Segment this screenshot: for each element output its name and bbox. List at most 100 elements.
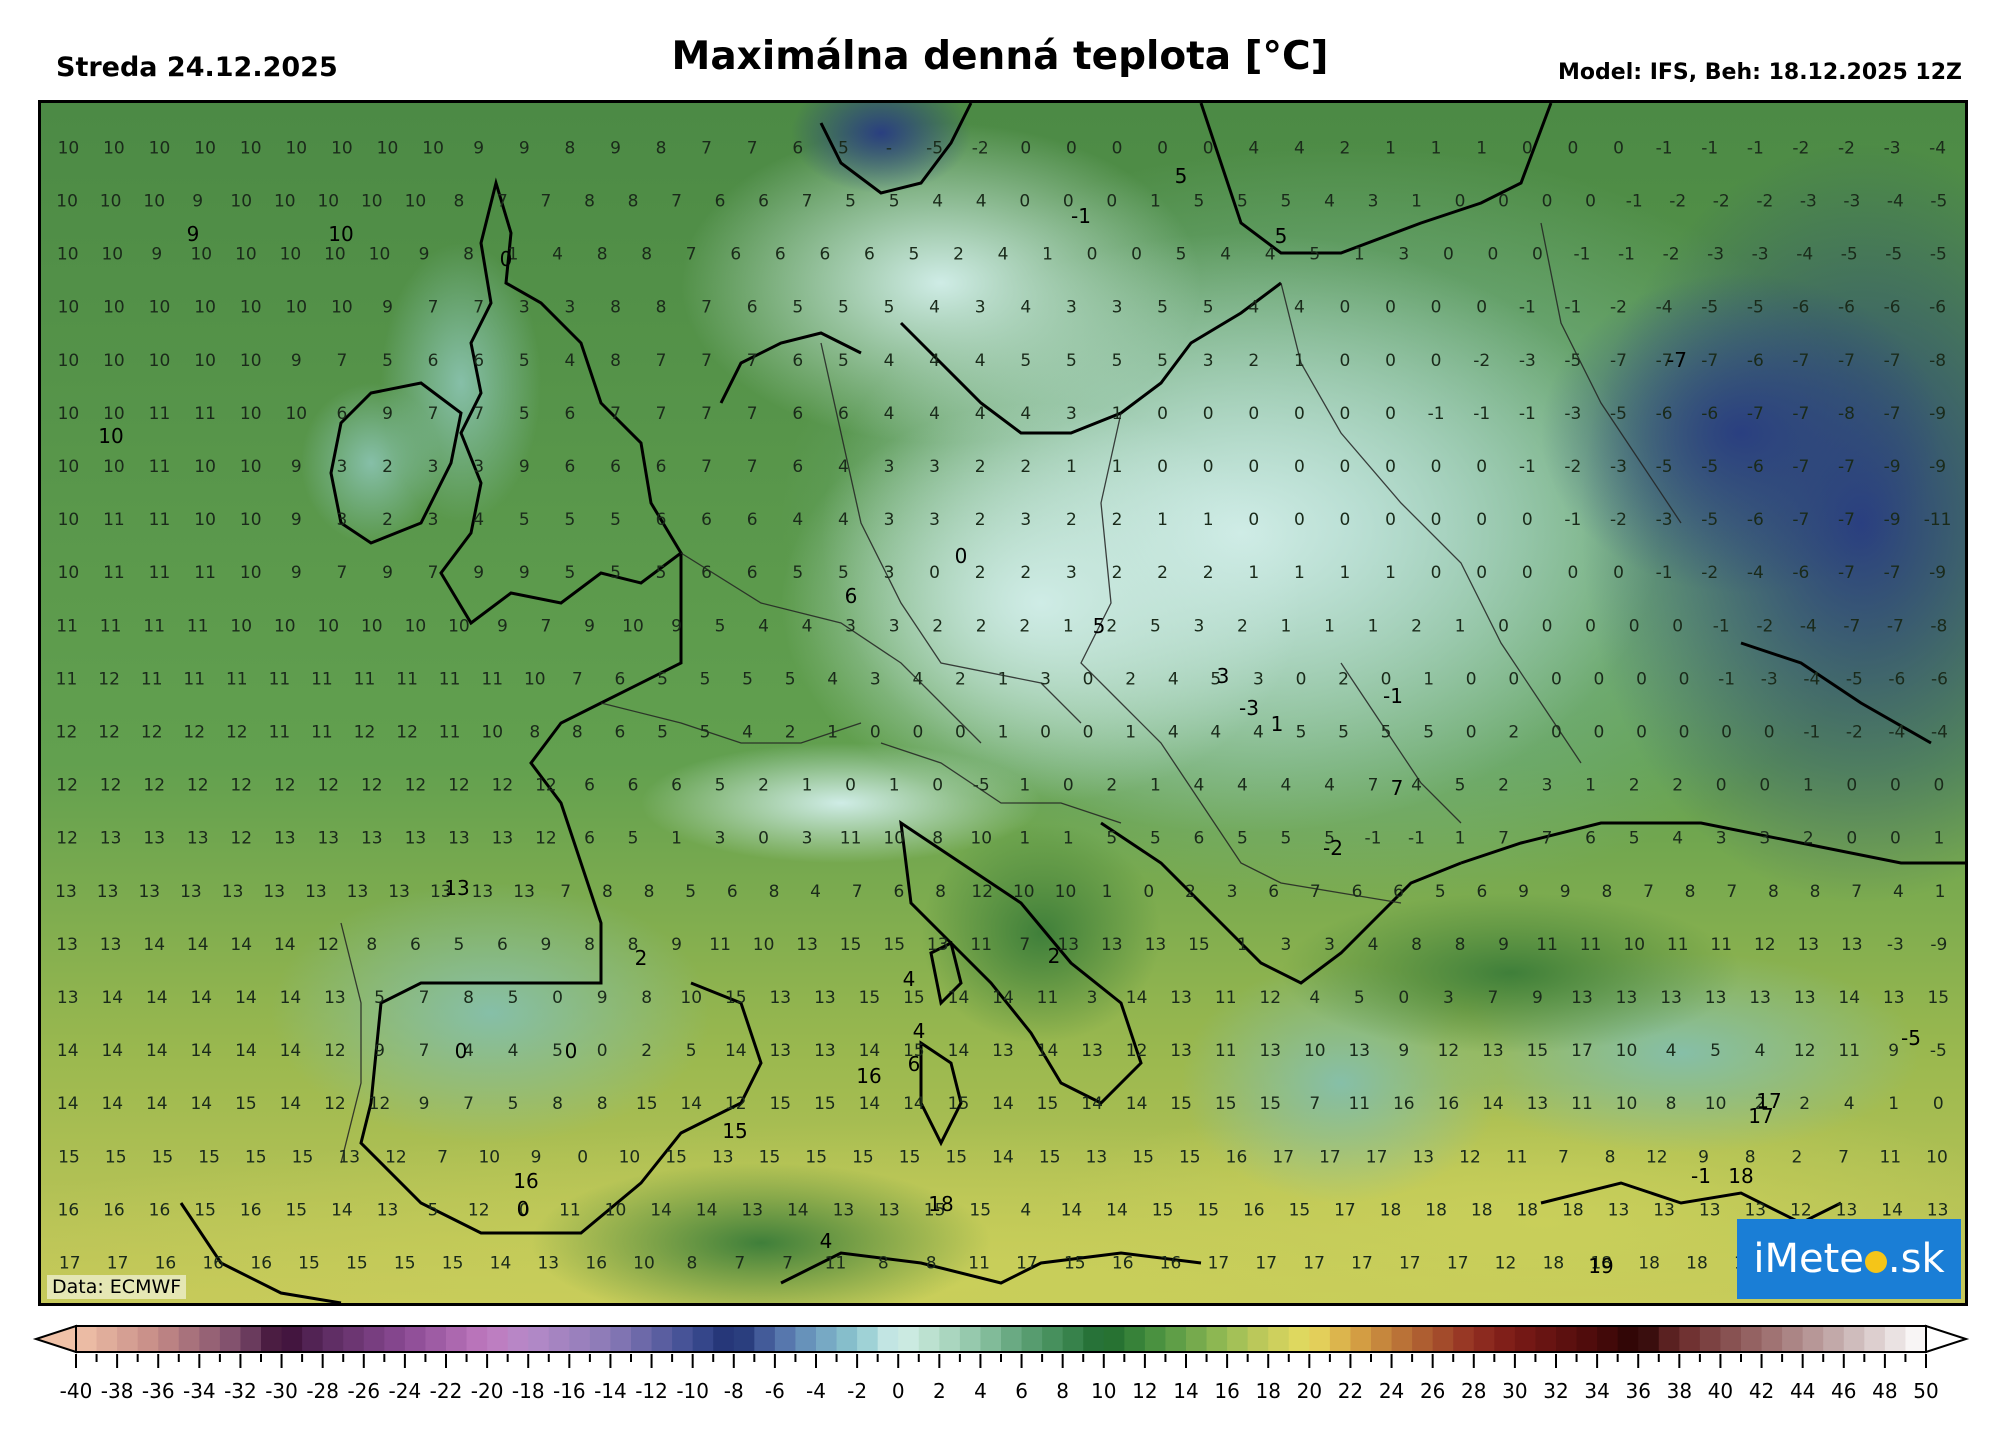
grid-value: 10 — [1705, 1094, 1727, 1114]
grid-value: 13 — [537, 1254, 559, 1274]
colorbar-cell — [1699, 1326, 1722, 1352]
grid-value: -2 — [1701, 563, 1718, 583]
grid-value: 8 — [584, 935, 595, 955]
grid-value: 14 — [992, 1094, 1014, 1114]
colorbar-cell — [1556, 1326, 1578, 1352]
grid-value: 1 — [1042, 245, 1053, 265]
colorbar-cell — [631, 1326, 653, 1352]
grid-value: 4 — [792, 510, 803, 530]
colorbar-cell — [713, 1326, 735, 1352]
grid-value: 3 — [884, 510, 895, 530]
grid-value: -3 — [1752, 245, 1769, 265]
grid-value: 7 — [1019, 935, 1030, 955]
colorbar-cell — [487, 1326, 509, 1352]
colorbar-cell — [261, 1326, 283, 1352]
grid-value: 0 — [1339, 351, 1350, 371]
grid-value: 0 — [1431, 351, 1442, 371]
grid-value: 2 — [1019, 616, 1030, 636]
colorbar-cell — [1802, 1326, 1824, 1352]
grid-value: 13 — [56, 935, 78, 955]
grid-value: 12 — [1754, 935, 1776, 955]
grid-value: 7 — [473, 298, 484, 318]
grid-value: 17 — [1399, 1254, 1421, 1274]
grid-value: 16 — [1243, 1200, 1265, 1220]
extremum-label: -1 — [1383, 684, 1403, 708]
grid-value: 4 — [1193, 776, 1204, 796]
colorbar-cell — [1165, 1326, 1187, 1352]
grid-value: 15 — [1197, 1200, 1219, 1220]
colorbar-cell — [672, 1326, 694, 1352]
colorbar-cell — [1083, 1326, 1105, 1352]
grid-value: 2 — [1508, 723, 1519, 743]
grid-value: 1 — [1803, 776, 1814, 796]
grid-value: 14 — [787, 1200, 809, 1220]
grid-value: 3 — [1066, 404, 1077, 424]
grid-value: 15 — [769, 1094, 791, 1114]
grid-value: -7 — [1838, 563, 1855, 583]
grid-value: 9 — [519, 563, 530, 583]
grid-value: 10 — [240, 404, 262, 424]
grid-value: 12 — [396, 723, 418, 743]
extremum-label: 0 — [517, 1197, 530, 1221]
grid-value: 4 — [1294, 298, 1305, 318]
grid-value: 7 — [1498, 829, 1509, 849]
grid-value: 12 — [448, 776, 470, 796]
colorbar-tick-label: -12 — [635, 1379, 668, 1403]
grid-value: 13 — [1170, 1041, 1192, 1061]
grid-value: 0 — [1431, 563, 1442, 583]
grid-value: 5 — [1020, 351, 1031, 371]
colorbar-cell — [1391, 1326, 1413, 1352]
grid-value: 12 — [187, 776, 209, 796]
grid-value: 14 — [230, 935, 252, 955]
grid-value: 3 — [1716, 829, 1727, 849]
grid-value: 11 — [149, 510, 171, 530]
colorbar-cell — [1638, 1326, 1660, 1352]
grid-value: 5 — [792, 563, 803, 583]
grid-value: 4 — [884, 404, 895, 424]
grid-value: 4 — [1280, 776, 1291, 796]
grid-value: 13 — [1145, 935, 1167, 955]
colorbar-cell — [1905, 1326, 1927, 1352]
grid-value: 0 — [1567, 138, 1578, 158]
grid-value: 10 — [1616, 1041, 1638, 1061]
colorbar-ticks: -40 -38 -36 -34 -32 -30 -28 -26 -24 -22 -20 -18 -16-… — [60, 1354, 1939, 1403]
grid-value: 10 — [101, 245, 123, 265]
grid-value: 3 — [929, 457, 940, 477]
grid-value: 0 — [1248, 457, 1259, 477]
grid-value: 11 — [1879, 1147, 1901, 1167]
grid-value: 1 — [1354, 245, 1365, 265]
colorbar-tick-label: 10 — [1091, 1379, 1116, 1403]
grid-value: 13 — [388, 882, 410, 902]
grid-value: 18 — [1638, 1254, 1660, 1274]
grid-value: 6 — [614, 669, 625, 689]
grid-value: -6 — [1747, 351, 1764, 371]
grid-value: 10 — [405, 192, 427, 212]
grid-value: -1 — [1408, 829, 1425, 849]
grid-value: -1 — [1365, 829, 1382, 849]
colorbar-tick-label: -28 — [306, 1379, 339, 1403]
grid-value: 10 — [58, 457, 80, 477]
grid-value: 11 — [56, 669, 78, 689]
grid-value: 15 — [948, 1094, 970, 1114]
colorbar-cell — [1494, 1326, 1516, 1352]
grid-value: 10 — [369, 245, 391, 265]
grid-value: 5 — [1150, 829, 1161, 849]
colorbar-cell — [425, 1326, 447, 1352]
grid-value: -9 — [1884, 510, 1901, 530]
grid-value: 8 — [628, 192, 639, 212]
grid-value: 15 — [394, 1254, 416, 1274]
grid-value: 13 — [472, 882, 494, 902]
grid-value: 0 — [597, 1041, 608, 1061]
grid-value: 13 — [324, 988, 346, 1008]
grid-value: 0 — [1385, 457, 1396, 477]
grid-value: 2 — [1803, 829, 1814, 849]
grid-value: 9 — [519, 457, 530, 477]
grid-value: 5 — [838, 351, 849, 371]
grid-value: -1 — [1519, 298, 1536, 318]
temperature-map[interactable]: 10 10 10 10 10 10 10 10 10 9 9 8 9 8 7 7 6 5- -5 -2 0 0 0 0 0 4 4 2… — [38, 100, 1968, 1306]
grid-value: 4 — [1248, 138, 1259, 158]
extremum-label: 10 — [328, 222, 353, 246]
colorbar-min-arrow — [32, 1324, 77, 1354]
imeteo-logo[interactable]: iMete .sk — [1737, 1219, 1961, 1299]
colorbar-tick-label: 44 — [1790, 1379, 1815, 1403]
